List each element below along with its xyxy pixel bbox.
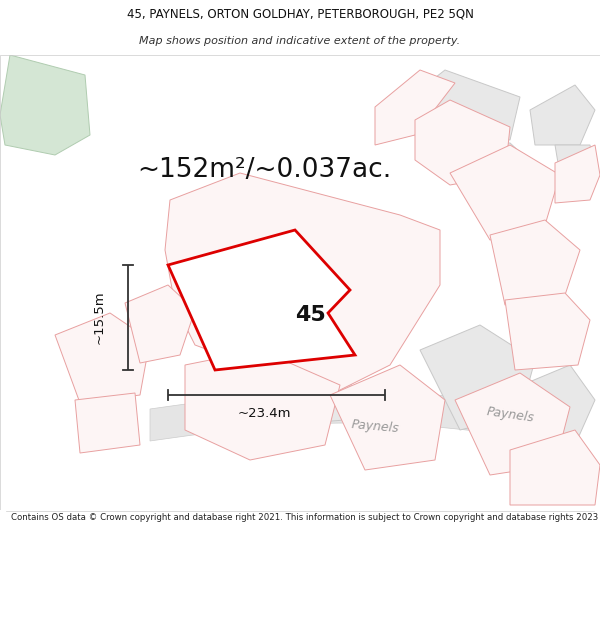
Polygon shape bbox=[330, 365, 445, 470]
Text: Paynels: Paynels bbox=[350, 418, 400, 436]
Text: ~152m²/~0.037ac.: ~152m²/~0.037ac. bbox=[137, 157, 391, 183]
Text: Paynels: Paynels bbox=[485, 405, 535, 425]
Polygon shape bbox=[125, 285, 195, 363]
Text: ~23.4m: ~23.4m bbox=[238, 407, 291, 420]
Polygon shape bbox=[530, 85, 595, 145]
Polygon shape bbox=[390, 70, 520, 140]
Polygon shape bbox=[165, 173, 440, 395]
Polygon shape bbox=[555, 145, 595, 175]
Text: Contains OS data © Crown copyright and database right 2021. This information is : Contains OS data © Crown copyright and d… bbox=[11, 514, 600, 522]
Polygon shape bbox=[505, 293, 590, 370]
Polygon shape bbox=[185, 350, 340, 460]
Polygon shape bbox=[150, 391, 550, 441]
Polygon shape bbox=[55, 313, 150, 403]
Polygon shape bbox=[420, 325, 535, 430]
Polygon shape bbox=[375, 70, 455, 145]
Text: Map shows position and indicative extent of the property.: Map shows position and indicative extent… bbox=[139, 36, 461, 46]
Polygon shape bbox=[75, 393, 140, 453]
Text: ~15.5m: ~15.5m bbox=[93, 291, 106, 344]
Polygon shape bbox=[455, 373, 570, 475]
Text: 45: 45 bbox=[295, 305, 325, 325]
Polygon shape bbox=[240, 340, 355, 425]
Polygon shape bbox=[0, 55, 90, 155]
Polygon shape bbox=[555, 145, 600, 203]
Polygon shape bbox=[450, 145, 560, 240]
Polygon shape bbox=[455, 143, 545, 190]
Polygon shape bbox=[510, 365, 595, 450]
Polygon shape bbox=[490, 220, 580, 305]
Polygon shape bbox=[168, 230, 355, 370]
Polygon shape bbox=[195, 203, 340, 345]
Polygon shape bbox=[415, 100, 510, 185]
Text: 45, PAYNELS, ORTON GOLDHAY, PETERBOROUGH, PE2 5QN: 45, PAYNELS, ORTON GOLDHAY, PETERBOROUGH… bbox=[127, 8, 473, 20]
Polygon shape bbox=[510, 430, 600, 505]
